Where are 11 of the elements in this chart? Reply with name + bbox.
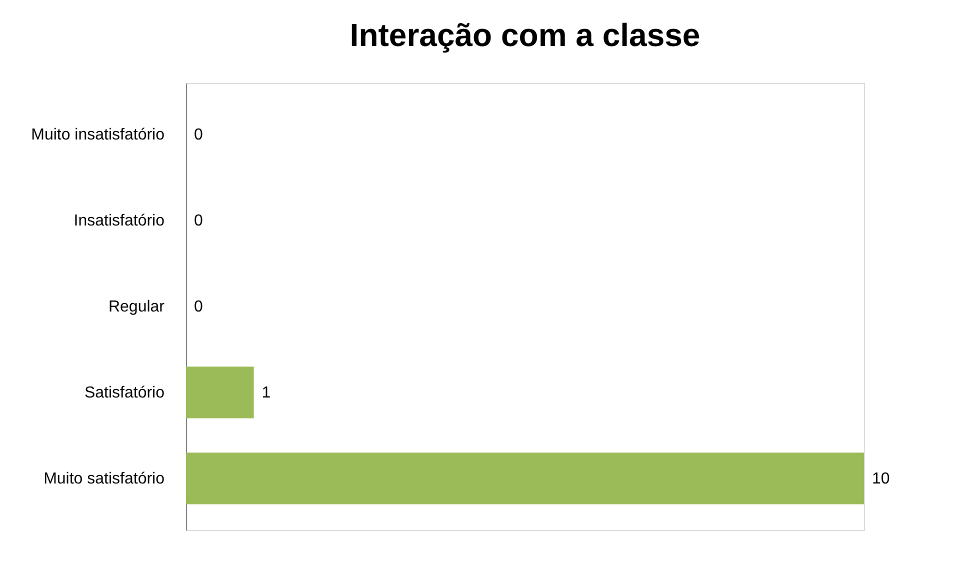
data-label: 0 <box>194 212 203 230</box>
chart-title: Interação com a classe <box>350 17 700 53</box>
y-tick-label: Satisfatório <box>84 384 165 402</box>
y-tick-label: Muito satisfatório <box>44 470 165 488</box>
data-label: 0 <box>194 298 203 316</box>
y-tick-label: Insatisfatório <box>74 212 165 230</box>
data-label: 0 <box>194 126 203 144</box>
data-label: 10 <box>872 470 890 488</box>
y-tick-label: Muito insatisfatório <box>31 126 165 144</box>
y-tick-label: Regular <box>108 298 166 316</box>
data-label: 1 <box>262 384 271 402</box>
